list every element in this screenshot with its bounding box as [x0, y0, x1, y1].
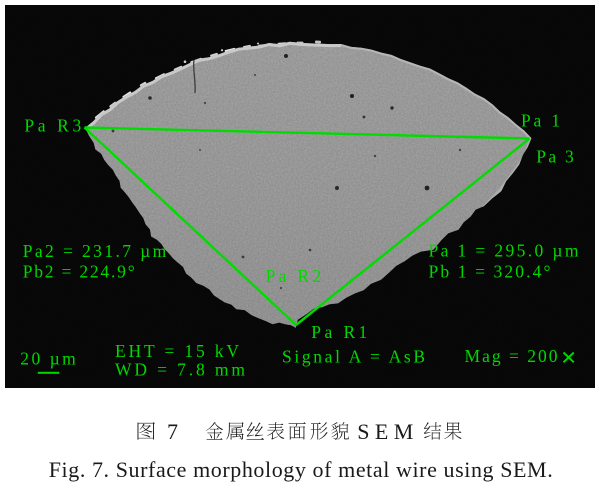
- svg-text:Pa R1: Pa R1: [311, 322, 367, 342]
- svg-text:SEM: SEM: [357, 419, 413, 444]
- svg-text:Pa 1: Pa 1: [521, 111, 560, 131]
- svg-text:Pa R2: Pa R2: [266, 266, 322, 286]
- svg-text:Pb 1 = 320.4°: Pb 1 = 320.4°: [429, 262, 551, 282]
- svg-text:Pb2 = 224.9°: Pb2 = 224.9°: [23, 261, 135, 281]
- svg-text:Signal A = AsB: Signal A = AsB: [282, 347, 425, 367]
- svg-text:Pa2 = 231.7 µm: Pa2 = 231.7 µm: [23, 241, 167, 261]
- svg-text:Pa R3: Pa R3: [24, 116, 81, 136]
- svg-text:7: 7: [167, 419, 178, 444]
- svg-text:Pa 3: Pa 3: [536, 146, 574, 166]
- svg-text:EHT = 15 kV: EHT = 15 kV: [115, 341, 239, 361]
- svg-text:Fig. 7. Surface morphology of: Fig. 7. Surface morphology of metal wire…: [49, 457, 553, 482]
- svg-text:WD = 7.8 mm: WD = 7.8 mm: [115, 360, 245, 380]
- svg-text:Mag = 200: Mag = 200: [465, 346, 558, 366]
